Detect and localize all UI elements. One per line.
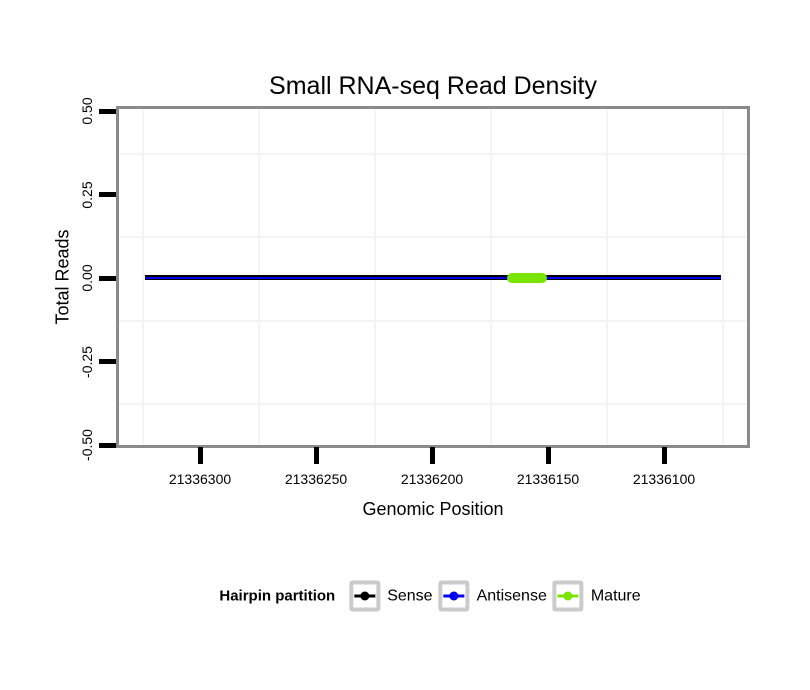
x-axis-tick — [545, 447, 551, 464]
y-tick-label: 0.25 — [79, 180, 95, 209]
chart-title: Small RNA-seq Read Density — [269, 72, 597, 100]
legend-label-antisense: Antisense — [476, 587, 547, 604]
legend-key-mature — [552, 580, 584, 612]
legend-title: Hairpin partition — [219, 587, 336, 605]
gridline-minor-v — [142, 109, 144, 445]
x-axis-tick — [197, 447, 203, 464]
mature-dot-swatch — [563, 591, 573, 601]
y-axis-tick — [99, 192, 116, 197]
antisense-line — [145, 276, 721, 279]
x-axis-tick — [429, 447, 435, 464]
gridline-minor-h — [119, 320, 747, 322]
legend-entry-antisense: Antisense — [438, 580, 547, 612]
x-axis-tick — [661, 447, 667, 464]
y-axis-tick — [99, 359, 116, 364]
sense-line — [145, 275, 721, 280]
sense-dot-swatch — [360, 591, 370, 601]
legend-key-antisense — [438, 580, 470, 612]
y-tick-label: -0.50 — [79, 429, 95, 461]
legend-key-sense — [349, 580, 381, 612]
gridline-minor-h — [119, 236, 747, 238]
y-axis-tick — [99, 442, 116, 448]
x-tick-label: 21336100 — [632, 471, 696, 487]
x-tick-label: 21336200 — [400, 471, 464, 487]
gridline-minor-h — [119, 153, 747, 155]
x-tick-label: 21336150 — [516, 471, 580, 487]
y-axis-tick — [99, 108, 116, 114]
y-tick-label: 0.50 — [79, 97, 95, 125]
gridline-minor-v — [722, 109, 724, 445]
x-axis-title: Genomic Position — [362, 499, 504, 519]
mature-segment — [507, 273, 547, 283]
y-axis-title: Total Reads — [52, 229, 73, 325]
antisense-dot-swatch — [449, 591, 459, 601]
legend-entry-mature: Mature — [552, 580, 641, 612]
x-tick-label: 21336250 — [284, 471, 348, 487]
y-tick-label: -0.25 — [79, 345, 95, 378]
plot-panel — [116, 106, 750, 448]
gridline-minor-h — [119, 403, 747, 405]
y-tick-label: 0.00 — [79, 264, 95, 292]
legend-label-sense: Sense — [387, 587, 433, 604]
x-axis-tick — [313, 447, 319, 464]
legend-label-mature: Mature — [590, 587, 641, 604]
legend-entry-sense: Sense — [349, 580, 433, 612]
y-axis-tick — [99, 275, 116, 281]
legend: Hairpin partition Sense Antisense Mature — [219, 580, 646, 612]
x-tick-label: 21336300 — [168, 471, 232, 487]
